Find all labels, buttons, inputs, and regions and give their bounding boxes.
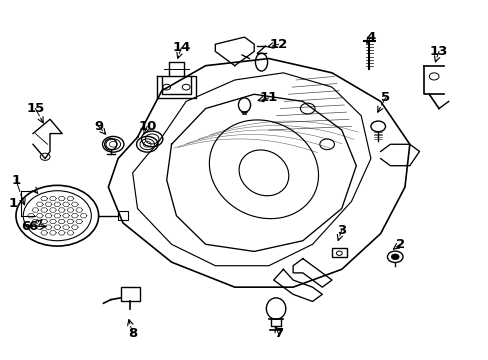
Text: 9: 9 (94, 120, 103, 133)
Text: 8: 8 (128, 327, 137, 340)
Text: 11: 11 (259, 91, 277, 104)
Text: 6: 6 (28, 220, 38, 233)
Text: 3: 3 (336, 224, 346, 237)
Text: 4: 4 (366, 31, 375, 44)
Text: 12: 12 (269, 38, 287, 51)
Text: 14: 14 (172, 41, 190, 54)
Text: 1: 1 (11, 174, 20, 186)
Text: 2: 2 (395, 238, 404, 251)
Text: 5: 5 (380, 91, 389, 104)
Text: 13: 13 (429, 45, 447, 58)
Text: 1: 1 (9, 197, 18, 210)
Text: 15: 15 (26, 102, 44, 115)
Text: 7: 7 (273, 327, 283, 340)
Circle shape (390, 254, 398, 260)
Text: 10: 10 (138, 120, 156, 133)
Text: 6: 6 (21, 220, 30, 233)
